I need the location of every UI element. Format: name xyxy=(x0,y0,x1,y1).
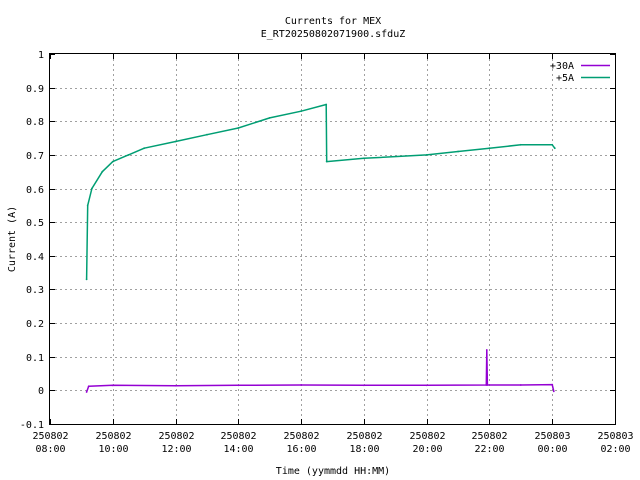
data-point xyxy=(300,110,302,113)
data-point xyxy=(87,385,90,388)
data-point xyxy=(485,349,488,351)
x-tick-label-date: 250803 xyxy=(534,431,570,442)
x-tick-label-time: 00:00 xyxy=(537,444,567,455)
series-line-5A xyxy=(85,103,556,280)
data-point xyxy=(519,384,522,386)
data-point xyxy=(174,140,177,143)
x-axis-label: Time (yymmdd HH:MM) xyxy=(276,466,390,477)
tick-layer: -0.1 0 0.1 0.2 0.3 0.4 0.5 0.6 0.7 0.8 0.9 1 250802 0… xyxy=(20,50,634,455)
data-point xyxy=(174,384,177,387)
y-tick-label: 0.5 xyxy=(26,218,44,229)
data-point xyxy=(86,204,89,207)
data-point xyxy=(425,384,428,387)
x-tick-label-date: 250802 xyxy=(220,431,256,442)
data-point xyxy=(111,160,114,163)
y-tick-label: 0 xyxy=(38,386,44,397)
series-line-30A xyxy=(85,349,555,393)
y-tick-label: 0.2 xyxy=(26,319,44,330)
x-tick-label-date: 250802 xyxy=(32,431,68,442)
data-point xyxy=(553,147,556,150)
y-tick-label: 0.1 xyxy=(26,353,44,364)
x-tick-label-time: 22:00 xyxy=(474,444,504,455)
data-point xyxy=(91,187,93,190)
data-point xyxy=(551,383,554,386)
data-point xyxy=(363,157,365,160)
y-tick-label: 0.8 xyxy=(26,117,44,128)
data-point xyxy=(425,154,428,156)
series-layer xyxy=(85,103,556,393)
data-point xyxy=(457,150,459,153)
y-tick-label: 0.9 xyxy=(26,84,44,95)
data-point xyxy=(300,384,302,386)
data-point xyxy=(551,143,554,146)
x-tick-label-date: 250802 xyxy=(409,431,445,442)
grid-layer xyxy=(50,54,615,424)
y-tick-label: 0.3 xyxy=(26,285,44,296)
x-tick-label-date: 250802 xyxy=(471,431,507,442)
x-tick-label-date: 250802 xyxy=(283,431,319,442)
x-tick-label-time: 20:00 xyxy=(412,444,442,455)
data-point xyxy=(325,160,328,163)
data-point xyxy=(363,384,365,387)
data-point xyxy=(237,384,240,387)
data-point xyxy=(127,154,130,156)
x-tick-label-time: 02:00 xyxy=(600,444,630,455)
data-point xyxy=(143,147,146,150)
y-tick-label: 0.7 xyxy=(26,151,44,162)
x-tick-label-time: 12:00 xyxy=(161,444,191,455)
y-tick-label: -0.1 xyxy=(20,420,44,431)
data-point xyxy=(101,170,104,173)
y-axis-label: Current (A) xyxy=(7,206,18,272)
chart-subtitle: E_RT20250802071900.sfduZ xyxy=(261,29,406,40)
data-point xyxy=(206,133,208,136)
data-point xyxy=(325,103,328,106)
legend-label: +30A xyxy=(550,61,574,72)
data-point xyxy=(85,391,88,393)
x-tick-label-time: 10:00 xyxy=(98,444,128,455)
y-tick-label: 0.4 xyxy=(26,252,44,263)
chart-title: Currents for MEX xyxy=(285,16,381,27)
x-tick-label-date: 250802 xyxy=(346,431,382,442)
x-tick-label-time: 18:00 xyxy=(349,444,379,455)
x-tick-label-date: 250803 xyxy=(597,431,633,442)
x-tick-label-date: 250802 xyxy=(158,431,194,442)
y-tick-label: 0.6 xyxy=(26,185,44,196)
x-tick-label-time: 14:00 xyxy=(223,444,253,455)
data-point xyxy=(237,127,240,129)
data-point xyxy=(486,384,489,386)
x-tick-label-time: 08:00 xyxy=(35,444,65,455)
x-tick-label-date: 250802 xyxy=(95,431,131,442)
data-point xyxy=(519,143,522,146)
data-point xyxy=(85,278,88,281)
data-point xyxy=(488,147,491,150)
legend-label: +5A xyxy=(556,73,574,84)
data-point xyxy=(552,390,555,393)
data-point xyxy=(268,117,271,119)
plot-frame xyxy=(49,53,616,425)
legend: +30A+5A xyxy=(550,61,610,84)
x-tick-label-time: 16:00 xyxy=(286,444,316,455)
data-point xyxy=(111,384,114,387)
y-tick-label: 1 xyxy=(38,50,44,61)
